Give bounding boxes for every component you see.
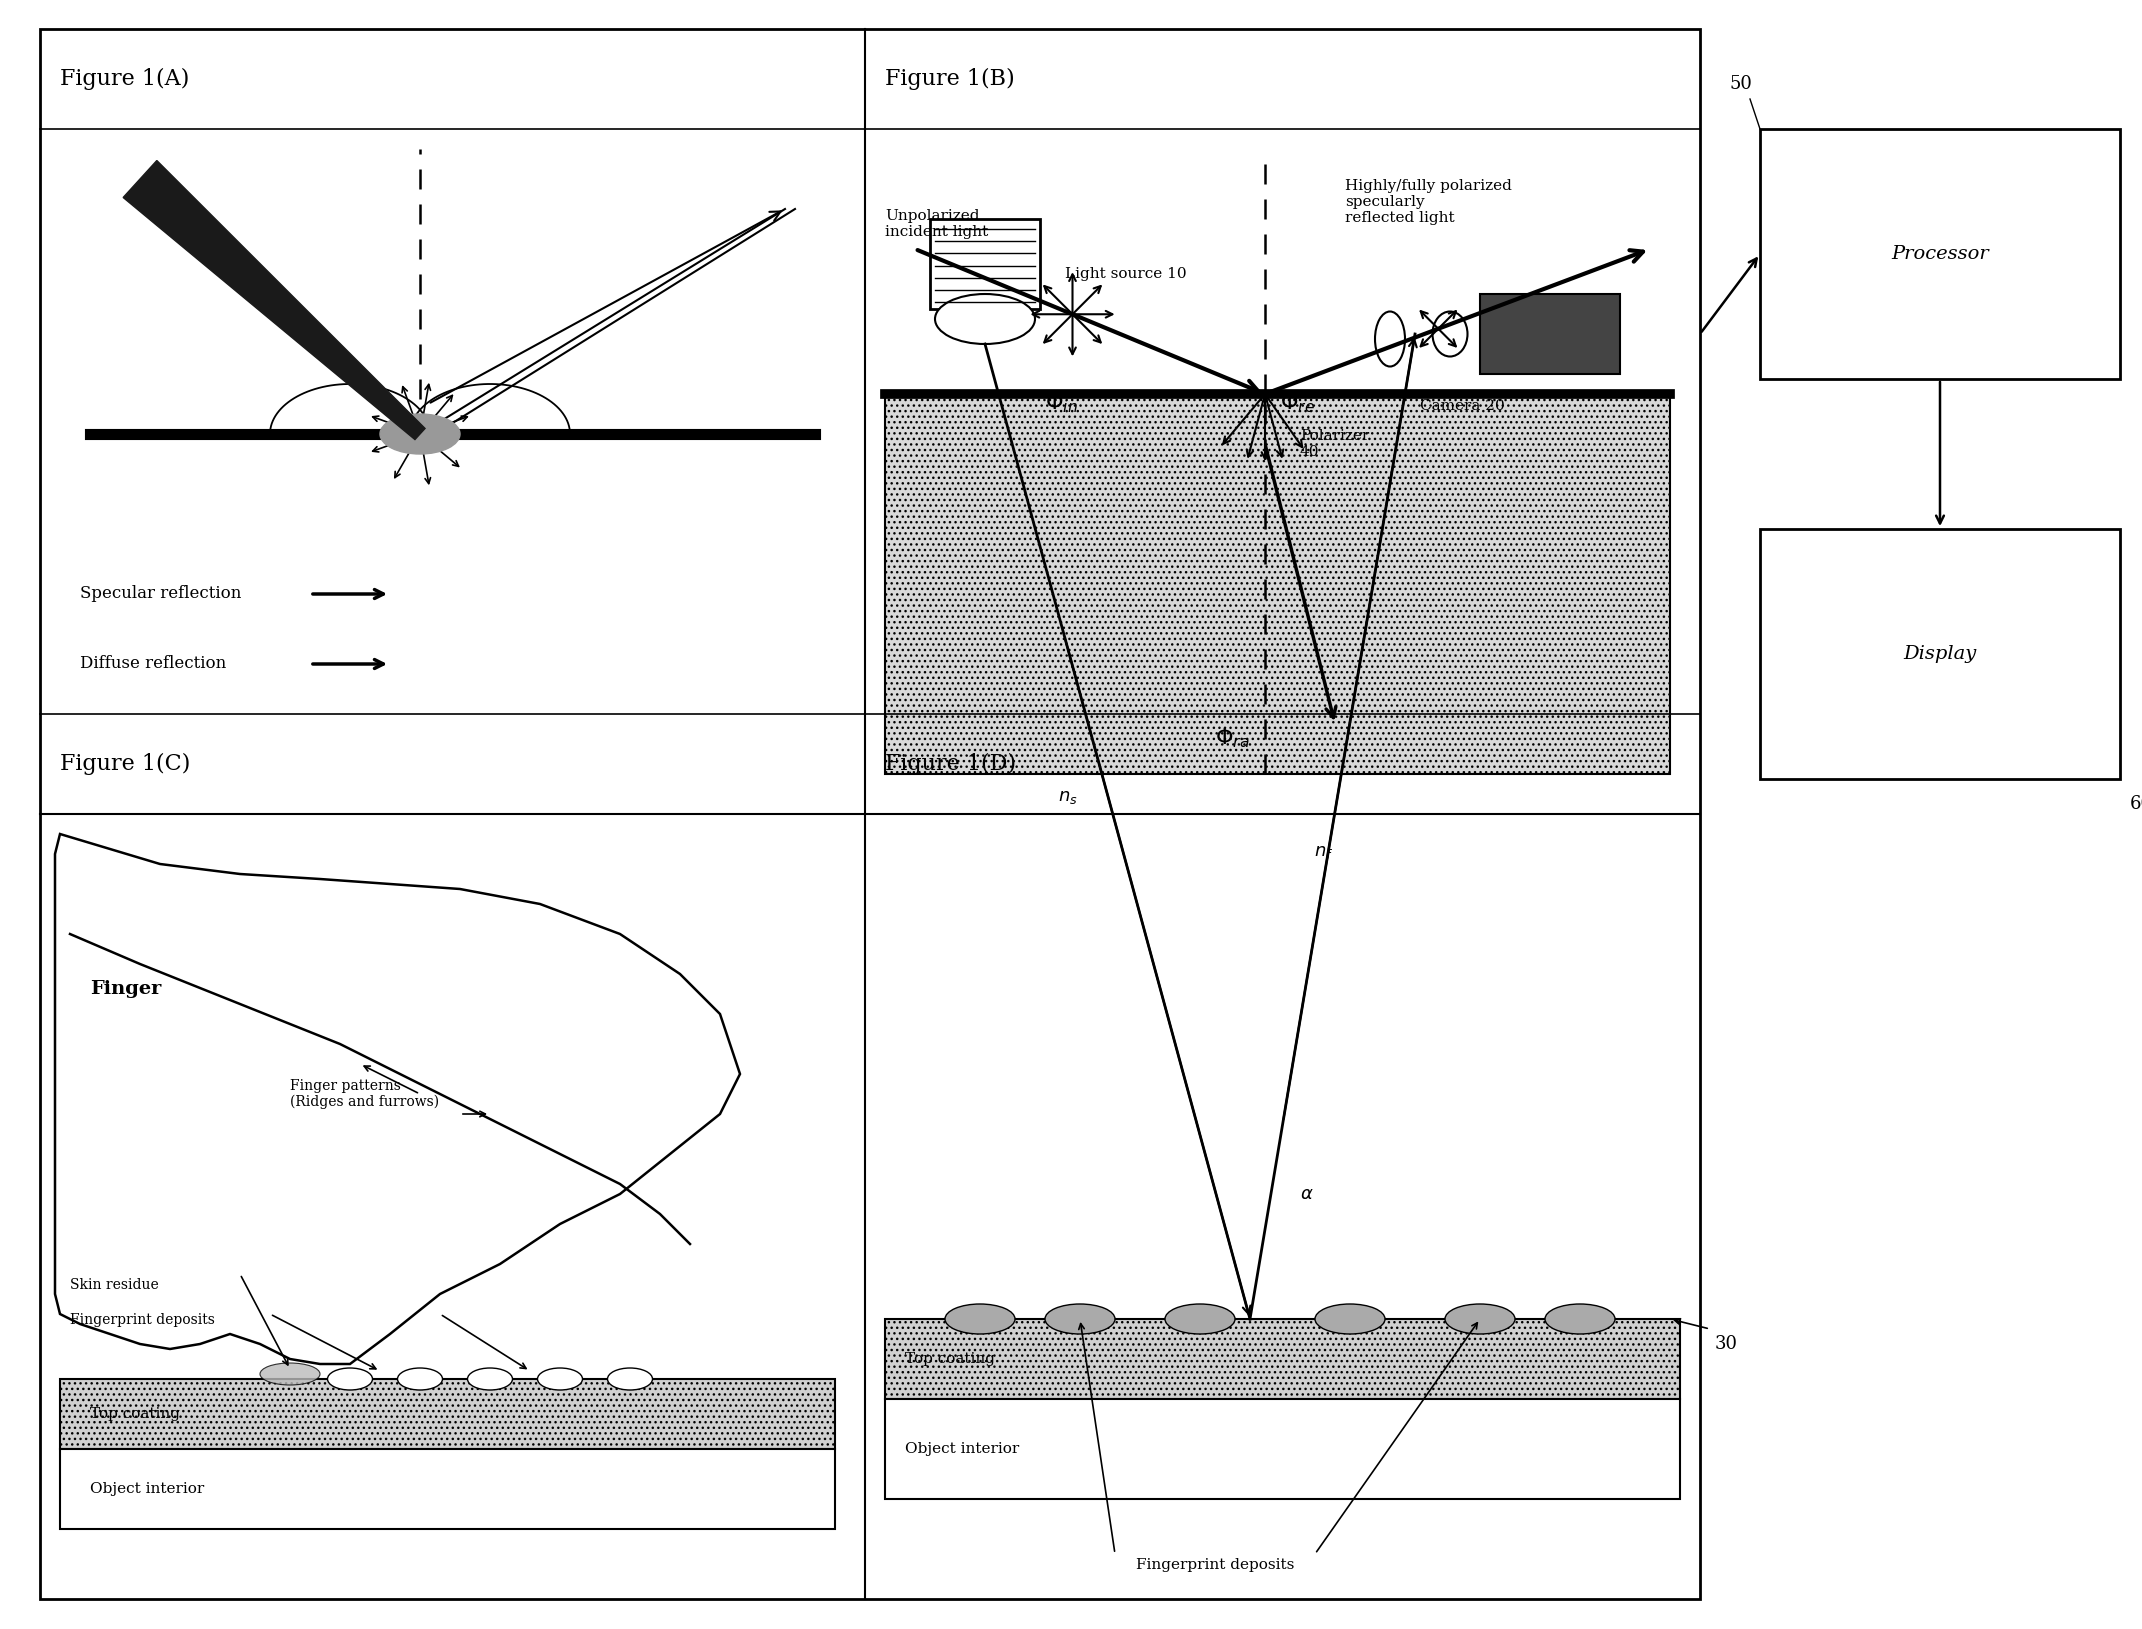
Ellipse shape xyxy=(379,414,461,454)
Bar xyxy=(885,1399,1679,1499)
Ellipse shape xyxy=(608,1368,653,1390)
Text: $\alpha$: $\alpha$ xyxy=(1300,1184,1313,1202)
Text: Figure 1(C): Figure 1(C) xyxy=(60,753,191,775)
Text: $\Phi_{in}$: $\Phi_{in}$ xyxy=(1045,391,1077,415)
Text: 30: 30 xyxy=(1716,1336,1737,1354)
Ellipse shape xyxy=(467,1368,512,1390)
Bar xyxy=(885,1319,1679,1399)
Bar xyxy=(1761,129,2121,380)
Bar xyxy=(930,218,1041,310)
Ellipse shape xyxy=(936,293,1035,344)
Text: $n_s$: $n_s$ xyxy=(1058,788,1077,806)
Bar xyxy=(1761,529,2121,779)
Text: 50: 50 xyxy=(1731,75,1752,93)
Text: Camera 20: Camera 20 xyxy=(1420,399,1504,414)
Text: Object interior: Object interior xyxy=(90,1482,203,1495)
Text: Fingerprint deposits: Fingerprint deposits xyxy=(71,1313,214,1328)
Text: Diffuse reflection: Diffuse reflection xyxy=(79,655,227,673)
Ellipse shape xyxy=(945,1303,1015,1334)
Text: Highly/fully polarized
specularly
reflected light: Highly/fully polarized specularly reflec… xyxy=(1345,179,1512,225)
Text: Figure 1(D): Figure 1(D) xyxy=(885,753,1015,775)
Text: Object interior: Object interior xyxy=(906,1442,1020,1456)
Bar xyxy=(885,394,1671,774)
Ellipse shape xyxy=(1446,1303,1514,1334)
Ellipse shape xyxy=(1544,1303,1615,1334)
Bar xyxy=(60,1450,835,1530)
Text: Polarizer
40: Polarizer 40 xyxy=(1300,428,1369,459)
Ellipse shape xyxy=(259,1363,319,1385)
Ellipse shape xyxy=(538,1368,583,1390)
Ellipse shape xyxy=(1165,1303,1236,1334)
Text: Finger patterns
(Ridges and furrows): Finger patterns (Ridges and furrows) xyxy=(289,1078,439,1109)
Text: Light source 10: Light source 10 xyxy=(1065,267,1187,280)
Text: $\Phi_{re}$: $\Phi_{re}$ xyxy=(1281,391,1315,415)
Text: Figure 1(B): Figure 1(B) xyxy=(885,68,1015,90)
Ellipse shape xyxy=(398,1368,443,1390)
Text: Finger: Finger xyxy=(90,981,161,999)
Text: $n_f$: $n_f$ xyxy=(1315,842,1334,860)
Text: Fingerprint deposits: Fingerprint deposits xyxy=(1135,1557,1294,1572)
Ellipse shape xyxy=(1375,311,1405,367)
Text: Display: Display xyxy=(1904,645,1977,663)
Text: Processor: Processor xyxy=(1891,244,1990,262)
Text: Unpolarized
incident light: Unpolarized incident light xyxy=(885,209,987,239)
Bar xyxy=(1480,293,1619,375)
Ellipse shape xyxy=(328,1368,373,1390)
Polygon shape xyxy=(124,161,424,440)
Text: Top coating: Top coating xyxy=(90,1407,180,1420)
Text: Skin residue: Skin residue xyxy=(71,1279,159,1292)
Bar xyxy=(41,29,1701,1600)
Ellipse shape xyxy=(1433,311,1467,357)
Text: 60: 60 xyxy=(2129,795,2142,813)
Ellipse shape xyxy=(1315,1303,1386,1334)
Ellipse shape xyxy=(1045,1303,1116,1334)
Text: Figure 1(A): Figure 1(A) xyxy=(60,68,188,90)
Bar xyxy=(60,1380,835,1450)
Text: $\Phi_{ra}$: $\Phi_{ra}$ xyxy=(1215,727,1249,749)
Text: Top coating: Top coating xyxy=(906,1352,996,1367)
Text: Specular reflection: Specular reflection xyxy=(79,585,242,603)
